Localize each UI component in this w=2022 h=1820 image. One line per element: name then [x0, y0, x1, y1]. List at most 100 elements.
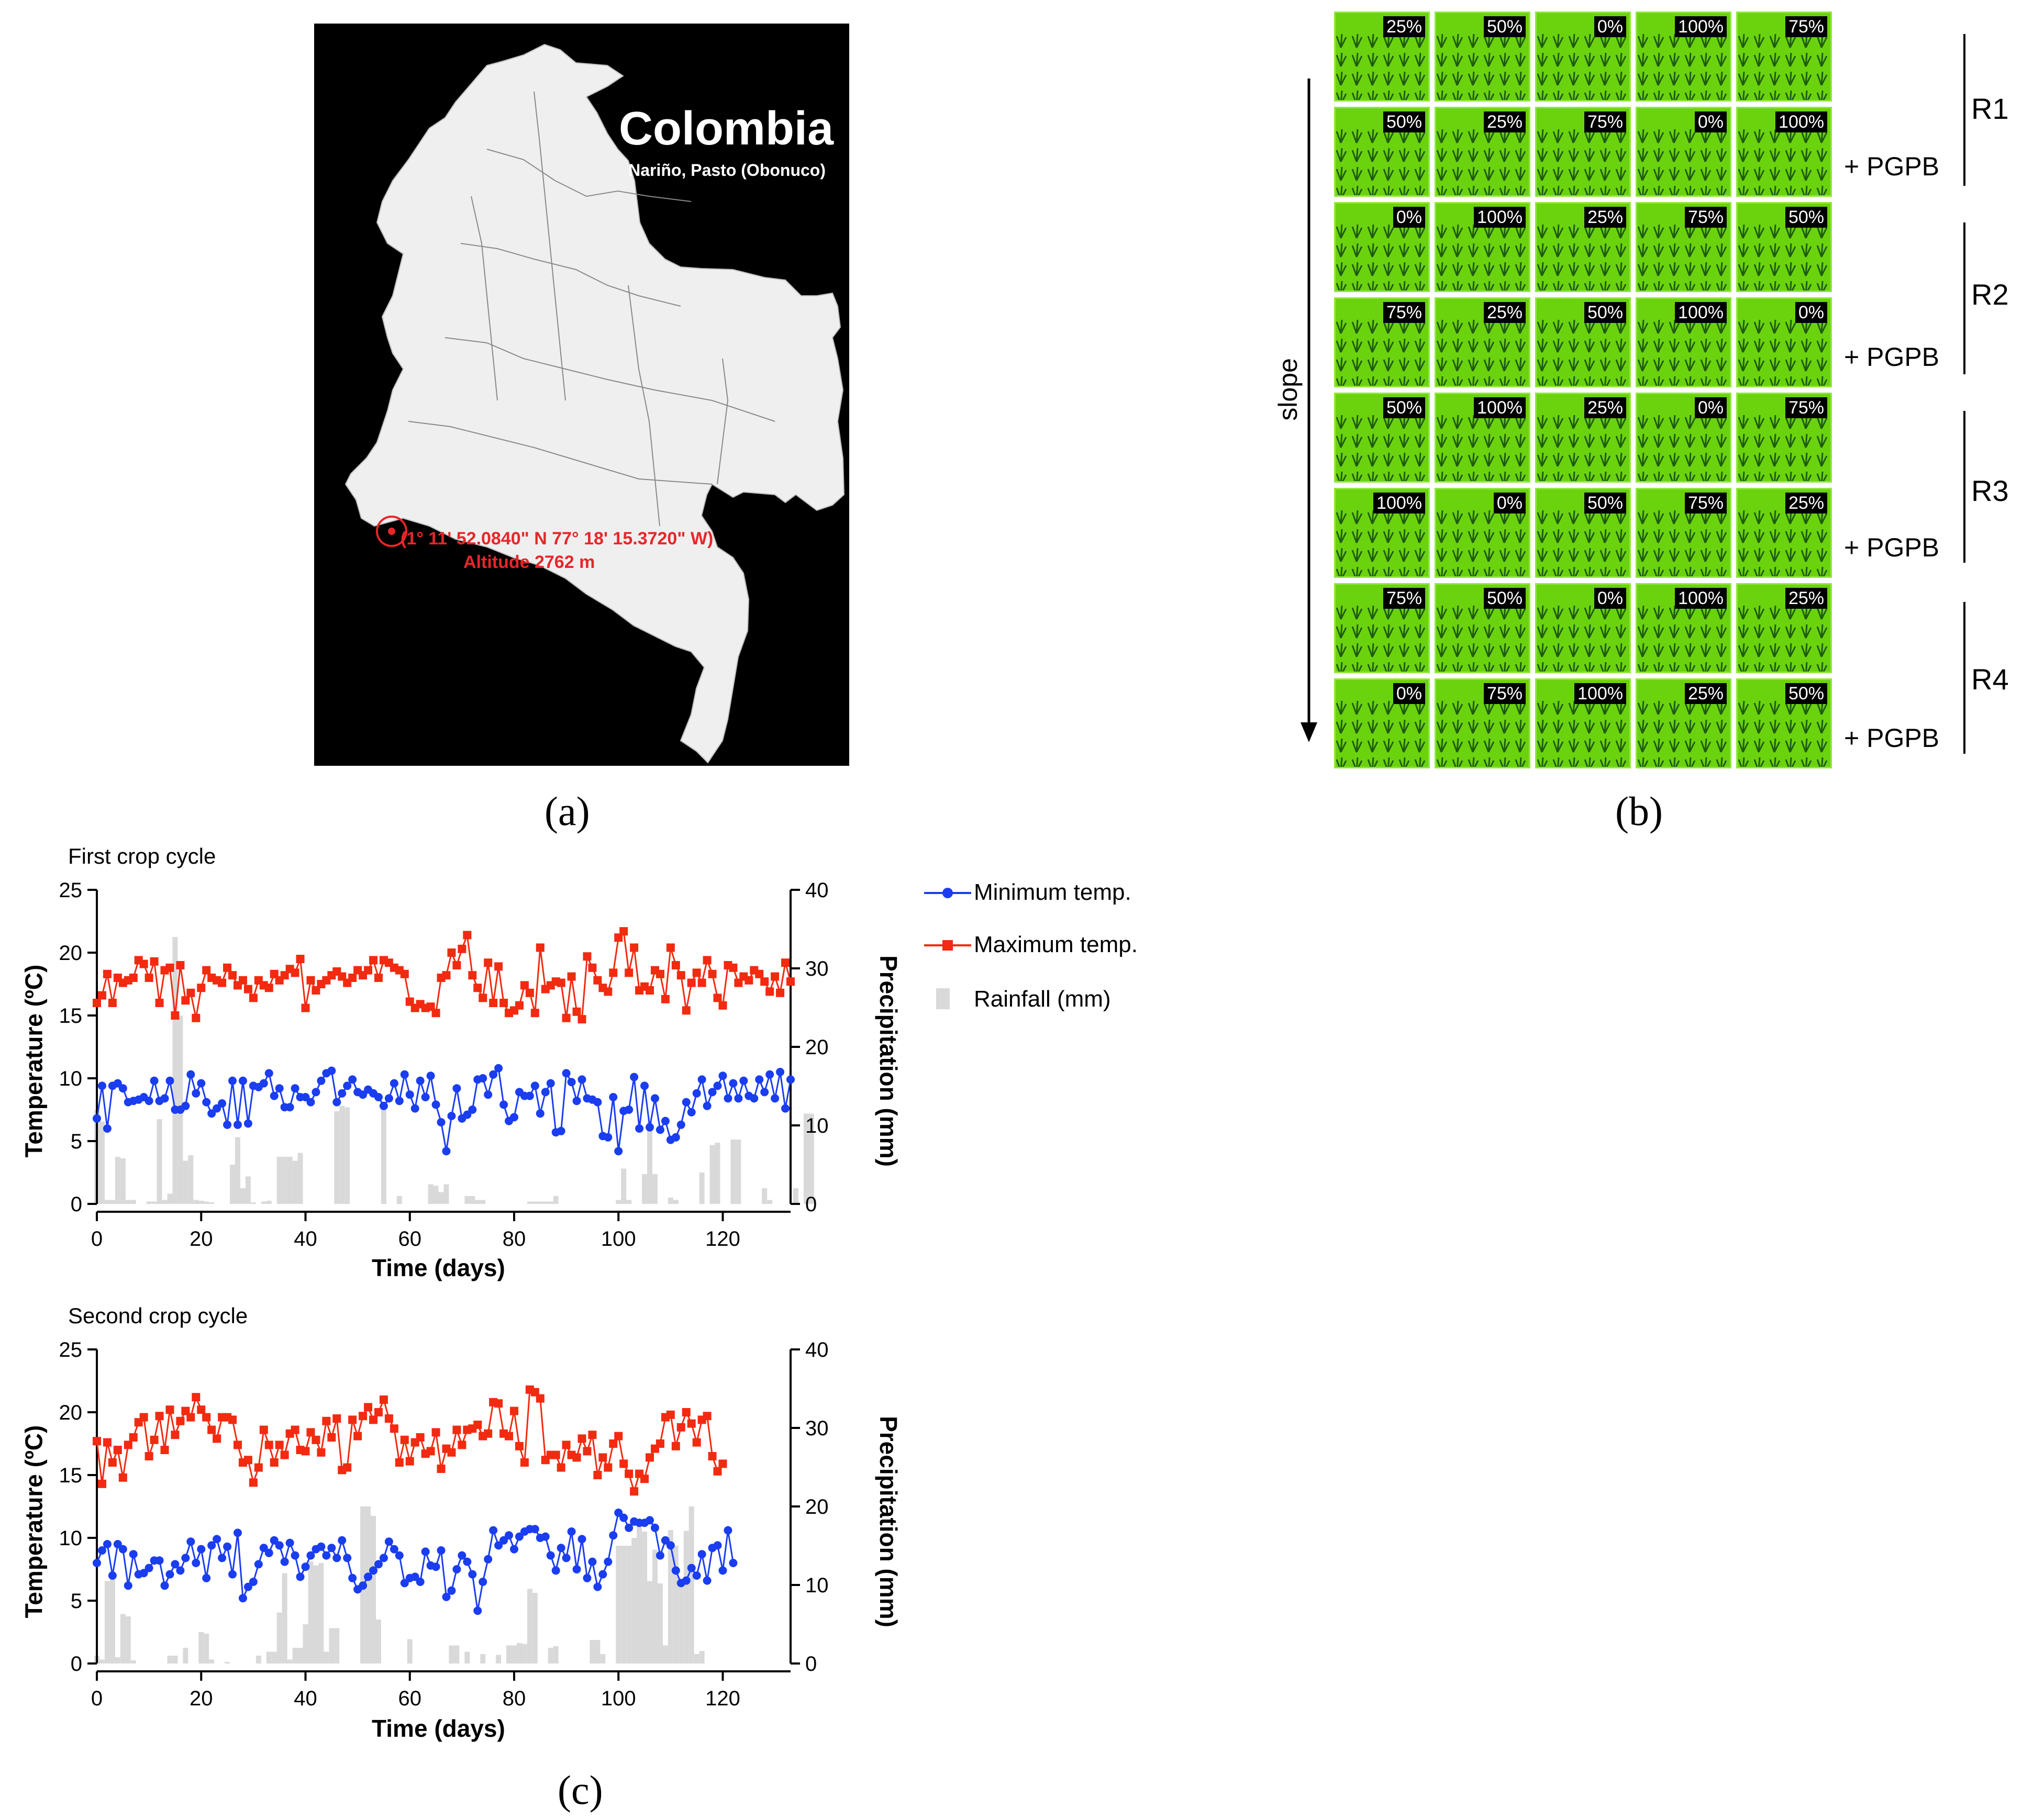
rainfall-bar	[683, 1531, 689, 1663]
replicate-label-r1: R1	[1971, 92, 2009, 125]
min-temp-point	[692, 1571, 701, 1580]
replicate-label-r2: R2	[1971, 278, 2009, 311]
rainfall-bar	[183, 1648, 188, 1663]
y2-tick-label: 0	[805, 1193, 817, 1216]
plot-dose-badge: 25%	[1383, 16, 1425, 37]
plot-dose-badge: 75%	[1383, 588, 1425, 609]
max-temp-point	[197, 984, 206, 992]
min-temp-point	[259, 1544, 268, 1553]
panel-label-a: (a)	[545, 788, 590, 834]
plot-cell: 50%	[1334, 107, 1430, 197]
rainfall-bar	[407, 1639, 413, 1663]
rainfall-bar	[699, 1173, 705, 1204]
min-temp-point	[359, 1581, 368, 1590]
max-temp-point	[150, 957, 159, 966]
max-temp-point	[609, 968, 618, 977]
min-temp-point	[604, 1557, 613, 1566]
plot-dose-badge: 50%	[1584, 493, 1626, 513]
min-temp-point	[494, 1541, 503, 1550]
rainfall-bar	[109, 1579, 115, 1663]
chart-second-crop-cycle: 0 5 10 15 20 25 0 10 20 30 40 0 20 40 60 80 100 120	[59, 1338, 829, 1710]
rainfall-bar	[537, 1201, 543, 1204]
min-temp-point	[509, 1545, 518, 1554]
min-temp-point	[546, 1551, 555, 1560]
rainfall-bar	[527, 1201, 532, 1204]
rainfall-bar	[125, 1200, 131, 1204]
min-temp-point	[760, 1088, 769, 1097]
min-temp-point	[463, 1110, 472, 1119]
max-temp-point	[160, 1446, 169, 1454]
plot-dose-badge: 100%	[1775, 111, 1827, 132]
min-temp-point	[374, 1560, 383, 1569]
min-temp-point	[577, 1075, 586, 1084]
min-temp-point	[771, 1094, 780, 1103]
y-tick-label: 5	[71, 1590, 82, 1613]
max-temp-point	[593, 1471, 602, 1479]
rainfall-bar	[334, 1111, 340, 1204]
rainfall-bar	[172, 937, 178, 1204]
plot-cell: 50%	[1535, 488, 1631, 578]
min-temp-point	[557, 1544, 565, 1553]
max-temp-point	[536, 1394, 545, 1403]
y-tick-label: 20	[59, 942, 83, 965]
rainfall-bar	[657, 1583, 663, 1663]
max-temp-point	[301, 1003, 310, 1012]
grass-pattern	[1738, 605, 1828, 672]
min-temp-point	[270, 1536, 279, 1545]
chart2-ylabel: Temperature (ºC)	[20, 1425, 48, 1618]
x-tick-label: 60	[398, 1227, 421, 1250]
max-temp-point	[416, 1433, 425, 1442]
grass-pattern	[1537, 510, 1627, 576]
min-temp-point	[197, 1079, 206, 1088]
min-temp-point	[192, 1559, 201, 1567]
max-temp-point	[118, 1473, 127, 1482]
max-temp-point	[228, 971, 237, 980]
max-temp-point	[312, 1435, 320, 1444]
rainfall-bar	[496, 1655, 502, 1663]
rainfall-bar	[642, 1532, 648, 1663]
rainfall-bar	[449, 1645, 454, 1663]
max-temp-point	[598, 1453, 607, 1462]
rainfall-bar	[99, 1659, 105, 1663]
min-temp-point	[186, 1537, 195, 1546]
max-temp-point	[364, 966, 373, 975]
max-temp-point	[572, 1453, 581, 1462]
max-temp-point	[405, 1457, 414, 1466]
max-temp-point	[202, 966, 211, 975]
min-temp-point	[379, 1101, 388, 1110]
plot-cell: 100%	[1636, 583, 1731, 673]
min-temp-point	[697, 1075, 706, 1084]
experimental-plot-grid: 25% 50% 0% 100% 75% 50% 25% 75% 0% 100% + PGPB 0% 10…	[1334, 12, 1939, 777]
max-temp-point	[103, 969, 112, 978]
min-temp-point	[348, 1075, 357, 1084]
min-temp-point	[291, 1551, 299, 1560]
rainfall-bar	[590, 1640, 595, 1663]
min-temp-point	[129, 1550, 138, 1559]
max-temp-point	[452, 961, 461, 969]
min-temp-point	[348, 1573, 357, 1582]
max-temp-point	[93, 999, 101, 1007]
min-temp-point	[765, 1070, 774, 1079]
rainfall-bar	[506, 1645, 512, 1663]
min-temp-point	[243, 1119, 252, 1128]
min-temp-point	[165, 1076, 174, 1085]
max-temp-point	[671, 1442, 680, 1450]
min-temp-point	[484, 1090, 493, 1099]
rainfall-bar	[433, 1186, 439, 1204]
rainfall-bar	[209, 1659, 215, 1663]
max-temp-point	[296, 955, 305, 963]
min-temp-point	[541, 1088, 550, 1097]
rainfall-bar	[162, 1200, 168, 1204]
plot-cell: 25%	[1736, 583, 1832, 673]
min-temp-point	[479, 1074, 487, 1082]
plot-cell: 75%	[1636, 488, 1731, 578]
rainfall-bar	[276, 1612, 282, 1663]
plot-cell: 50%	[1736, 202, 1832, 292]
min-temp-point	[155, 1556, 164, 1565]
rainfall-bar	[292, 1160, 298, 1204]
min-temp-point	[646, 1123, 654, 1132]
min-temp-point	[416, 1578, 425, 1586]
max-temp-point	[124, 1441, 132, 1449]
rainfall-bar	[532, 1201, 538, 1204]
plot-dose-badge: 75%	[1684, 493, 1727, 513]
